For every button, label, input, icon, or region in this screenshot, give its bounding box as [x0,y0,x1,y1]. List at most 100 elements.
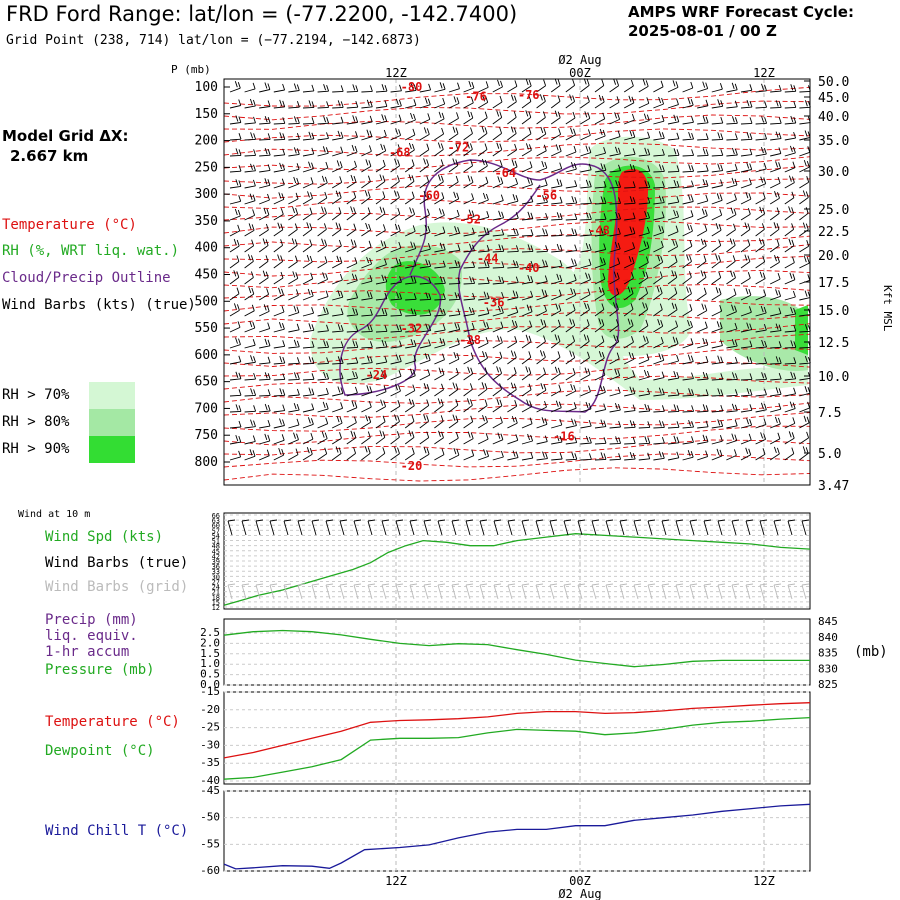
wind-barb-grid [479,584,485,600]
wind-barb [784,431,795,445]
wind-barb [638,226,650,237]
wind-barb [784,101,797,109]
wind-barb [288,388,300,397]
wind-barb [784,145,796,157]
wind-barb [361,324,373,333]
wind-barb [288,289,299,301]
wind-barb [609,146,621,157]
wind-barb [229,287,240,301]
precip-tick-0: 2.5 [200,626,220,639]
wind-barb [375,84,388,93]
wind-barb [638,369,650,381]
wind-barb [594,419,607,429]
wind-barb-10m-feather [325,519,334,522]
wind-barb [536,144,547,157]
wind-barb [448,351,460,365]
wind-barb [551,144,562,157]
wind-barb [507,245,519,253]
wind-barb-10m [619,520,625,536]
time-label-top-3: 12Z [753,66,775,80]
wind-barb [346,340,359,349]
wind-barb [565,436,578,445]
wind-barb-grid [311,584,317,600]
wind-barb [594,272,606,285]
wind-chill-label: Wind Chill T (°C) [45,823,189,839]
wind-barb [594,112,606,125]
wind-barb [434,430,444,445]
wind-barb [404,128,416,141]
forecast-cycle-value: 2025-08-01 / 00 Z [628,22,777,40]
temperature-label-0: -80 [401,80,423,94]
wind-barb [653,353,665,365]
wind-barb [448,259,461,269]
cross-section-gridlines [395,79,765,485]
wind-barb [419,447,430,461]
wind-barb [667,114,680,125]
kft-tick-14: 3.47 [818,479,849,494]
pressure-tick-100: 100 [195,80,218,95]
wind-barb [551,229,563,237]
wind-barb [638,403,651,413]
wind-barb [755,418,767,429]
wind-barb [463,276,476,285]
wind-barb [288,176,300,189]
wind-barb [521,195,534,205]
wind-barb-grid [717,584,723,600]
wind-barb [259,433,271,445]
wind-barb [711,287,722,301]
temperature-line [223,702,811,759]
wind-barb [273,373,286,381]
wind-barb-10m-feather [507,519,516,522]
cloud-outline-central [409,159,620,413]
wind-barb [609,96,620,109]
wind-barb [799,222,809,237]
wind-speed-tick-2: 60 [212,522,220,530]
wind-speed-tick-18: 12 [212,604,220,612]
wind-barb-grid-feather [367,583,376,586]
wind-barb [667,336,679,349]
wind-barb-grid [325,584,331,600]
wind-barb [521,161,533,173]
wind-barb-10m-feather [409,519,418,522]
wind-barb-grid [745,584,751,600]
wind-barb [565,162,577,173]
wind-barb [375,240,387,253]
wind-barb [375,206,386,221]
wind-barb [302,373,315,381]
wind-barb [346,174,357,189]
wind-barb [769,239,780,253]
wind-barb [273,447,285,461]
wind-barb [229,195,242,205]
kft-tick-9: 15.0 [818,304,849,319]
wind-barb [361,159,372,173]
wind-barb [609,112,621,125]
wind-barb [696,270,707,285]
wind-barb [331,190,342,205]
wind-barb [580,401,592,413]
wind-barb [434,242,446,253]
wind-barb [580,351,590,365]
wind-barb [565,145,577,157]
isotherm-line [223,128,811,143]
wind-barb [229,179,242,189]
wind-barb [580,385,591,397]
wind-barb [740,418,753,429]
wind-barb [580,242,592,253]
wind-barb [273,208,284,221]
wind-barb [434,226,446,237]
wind-barb [799,240,810,253]
wind-barb [580,367,591,381]
wind-barb [609,334,620,349]
wind-barb [740,447,752,461]
wind-barb [565,368,576,381]
temperature-label-5: -64 [494,166,516,180]
wind-barb [507,415,518,429]
wind-barb [463,193,475,205]
wind-barb [317,132,329,141]
wind-barb [755,289,767,301]
wind-barb-grid [689,584,695,600]
wind-barb-10m-feather [227,519,236,522]
wind-barb [259,372,271,381]
wind-barb [492,127,503,141]
wind-barb [258,288,270,301]
